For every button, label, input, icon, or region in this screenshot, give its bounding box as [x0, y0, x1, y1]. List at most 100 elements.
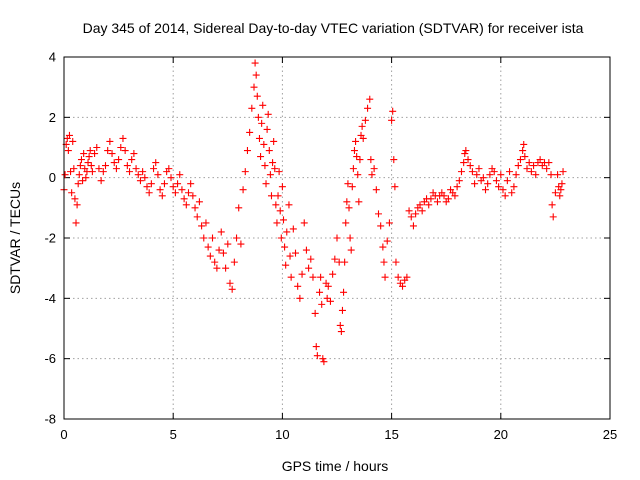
data-point [440, 192, 448, 200]
data-point [549, 213, 557, 221]
data-point [385, 219, 393, 227]
data-point [269, 159, 277, 167]
x-tick-label: 25 [603, 427, 617, 442]
data-point [475, 165, 483, 173]
data-point [508, 189, 516, 197]
data-point [95, 165, 103, 173]
data-point [352, 137, 360, 145]
data-point [377, 222, 385, 230]
data-point [75, 171, 83, 179]
data-point [356, 156, 364, 164]
data-point [286, 252, 294, 260]
data-point [112, 165, 120, 173]
data-point [222, 264, 230, 272]
data-point [80, 150, 88, 158]
data-point [228, 285, 236, 293]
data-point [366, 95, 374, 103]
data-point [204, 243, 212, 251]
x-axis-label: GPS time / hours [282, 458, 389, 474]
data-point [251, 59, 259, 67]
data-point [547, 171, 555, 179]
data-point [444, 195, 452, 203]
tick-layer: 0 5 10 15 20 25 -8 -6 -4 -2 0 2 4 [44, 50, 617, 443]
data-point [262, 180, 270, 188]
data-point [407, 213, 415, 221]
data-point [266, 171, 274, 179]
data-point [368, 171, 376, 179]
data-point [267, 192, 275, 200]
data-point [318, 300, 326, 308]
data-point [464, 156, 472, 164]
data-point [294, 282, 302, 290]
data-point [167, 174, 175, 182]
data-point [512, 171, 520, 179]
data-point [326, 297, 334, 305]
data-point [333, 234, 341, 242]
data-point [258, 119, 266, 127]
data-point [329, 270, 337, 278]
y-tick-label: 4 [49, 50, 56, 65]
chart-title: Day 345 of 2014, Sidereal Day-to-day VTE… [83, 20, 584, 36]
data-point [372, 186, 380, 194]
data-point [559, 168, 567, 176]
data-point [253, 92, 261, 100]
data-point [554, 171, 562, 179]
data-point [273, 219, 281, 227]
data-point [217, 228, 225, 236]
y-tick-label: 2 [49, 110, 56, 125]
data-point [264, 110, 272, 118]
data-point [364, 104, 372, 112]
data-point [145, 189, 153, 197]
data-point [425, 201, 433, 209]
data-point [99, 168, 107, 176]
data-point [331, 255, 339, 263]
data-point [73, 201, 81, 209]
data-point [219, 249, 227, 257]
data-point [180, 195, 188, 203]
data-point [158, 192, 166, 200]
data-point [302, 246, 310, 254]
data-point [191, 204, 199, 212]
data-point [270, 137, 278, 145]
data-point [482, 186, 490, 194]
data-point [323, 294, 331, 302]
data-point [337, 328, 345, 336]
data-point [370, 165, 378, 173]
data-point [282, 261, 290, 269]
data-point [461, 150, 469, 158]
y-tick-label: -4 [44, 291, 56, 306]
data-point [215, 246, 223, 254]
data-point [390, 156, 398, 164]
data-point [545, 159, 553, 167]
data-point [108, 150, 116, 158]
data-point [260, 140, 268, 148]
data-point [433, 198, 441, 206]
data-point [226, 279, 234, 287]
data-point [250, 83, 258, 91]
data-point [61, 171, 69, 179]
data-point [152, 159, 160, 167]
data-point [523, 165, 531, 173]
data-point [77, 156, 85, 164]
data-point [279, 216, 287, 224]
data-point [403, 273, 411, 281]
y-tick-label: 0 [49, 170, 56, 185]
data-point [71, 195, 79, 203]
data-point [527, 168, 535, 176]
data-point [484, 180, 492, 188]
data-point [119, 134, 127, 142]
data-point [499, 186, 507, 194]
data-point [202, 219, 210, 227]
data-point [184, 189, 192, 197]
data-point [147, 180, 155, 188]
data-point [349, 165, 357, 173]
data-point [248, 104, 256, 112]
data-point [536, 156, 544, 164]
data-point [548, 201, 556, 209]
data-point [193, 213, 201, 221]
data-point [514, 162, 522, 170]
data-point [345, 204, 353, 212]
data-point [121, 147, 129, 155]
data-point [261, 162, 269, 170]
